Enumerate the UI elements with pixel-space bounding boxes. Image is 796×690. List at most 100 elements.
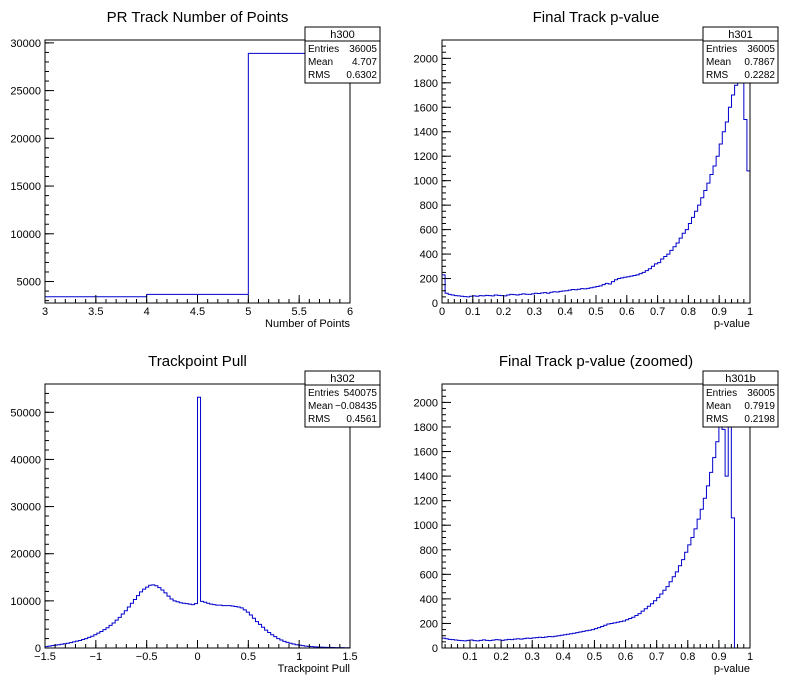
y-tick-label: 1400 [414, 127, 438, 139]
x-tick-label: −1 [90, 651, 103, 663]
stats-row-label: Entries [308, 44, 339, 55]
x-tick-label: 0.7 [649, 651, 664, 663]
y-tick-label: 600 [420, 225, 438, 237]
y-tick-label: 200 [420, 618, 438, 630]
stats-box: h302 Entries 540075 Mean −0.08435 RMS 0.4561 [304, 370, 381, 428]
x-tick-label: 0.3 [527, 306, 542, 318]
stats-row-value: 0.2282 [744, 70, 775, 81]
y-tick-label: 20000 [10, 133, 41, 145]
y-tick-label: 2000 [414, 53, 438, 65]
stats-row-value: 36005 [349, 44, 377, 55]
y-tick-label: 2000 [414, 397, 438, 409]
x-tick-label: 0.7 [650, 306, 665, 318]
x-tick-label: 0.1 [462, 651, 477, 663]
x-tick-label: 0.9 [712, 306, 727, 318]
stats-box-frame [702, 26, 779, 84]
stats-box-name: h302 [330, 373, 354, 385]
histogram-line [441, 76, 751, 303]
x-axis-title: Trackpoint Pull [278, 663, 350, 675]
x-tick-label: 0.2 [496, 306, 511, 318]
y-tick-label: 10000 [10, 596, 41, 608]
stats-row-label: RMS [308, 414, 331, 425]
histogram-panel-4: Final Track p-value (zoomed) 0.1 0.2 0.3 0.4… [414, 353, 779, 675]
histogram-line [44, 396, 351, 649]
stats-row-label: Entries [308, 388, 339, 399]
stats-row-label: Entries [706, 44, 737, 55]
stats-row-value: 540075 [344, 388, 378, 399]
y-tick-label: 1200 [414, 496, 438, 508]
y-tick-label: 10000 [10, 229, 41, 241]
x-tick-label: 5.5 [292, 306, 307, 318]
x-tick-label: 0.6 [619, 306, 634, 318]
stats-box: h301 Entries 36005 Mean 0.7867 RMS 0.2282 [702, 26, 779, 84]
histogram-panel-2: Final Track p-value 0 0.1 0.2 0.3 0.4 0.5 0.6 0.… [414, 9, 779, 330]
y-tick-label: 0 [432, 298, 438, 310]
chart-title: Trackpoint Pull [148, 353, 247, 370]
plot-frame [441, 383, 751, 649]
x-tick-label: 1.5 [342, 651, 357, 663]
x-tick-label: 1 [747, 306, 753, 318]
histogram-line [441, 426, 735, 648]
y-tick-label: 400 [420, 594, 438, 606]
x-tick-label: 0.5 [241, 651, 256, 663]
x-tick-label: 1 [296, 651, 302, 663]
plot-frame [44, 39, 351, 304]
x-tick-label: 0.5 [588, 306, 603, 318]
stats-row-value: −0.08435 [335, 401, 377, 412]
y-tick-label: 800 [420, 545, 438, 557]
y-tick-label: 1000 [414, 176, 438, 188]
stats-box-frame [702, 370, 779, 428]
x-axis-title: p-value [714, 318, 750, 330]
stats-row-label: Mean [308, 57, 333, 68]
y-tick-label: 1200 [414, 151, 438, 163]
stats-box: h301b Entries 36005 Mean 0.7919 RMS 0.2198 [702, 370, 779, 428]
y-tick-label: 600 [420, 569, 438, 581]
stats-box-name: h301 [728, 29, 752, 41]
histogram-line [44, 52, 351, 303]
stats-row-label: Mean [706, 401, 731, 412]
stats-row-value: 36005 [747, 388, 775, 399]
y-tick-label: 1800 [414, 78, 438, 90]
x-tick-label: 5 [245, 306, 251, 318]
y-tick-label: 1000 [414, 520, 438, 532]
stats-row-value: 4.707 [352, 57, 377, 68]
x-tick-label: −1.5 [34, 651, 56, 663]
stats-row-label: Mean [308, 401, 333, 412]
x-tick-label: 3.5 [88, 306, 103, 318]
x-tick-label: 1 [747, 651, 753, 663]
y-tick-label: 50000 [10, 407, 41, 419]
y-tick-label: 400 [420, 249, 438, 261]
x-axis-title: Number of Points [265, 318, 350, 330]
stats-row-value: 36005 [747, 44, 775, 55]
stats-row-label: RMS [308, 70, 331, 81]
stats-box-frame [304, 370, 381, 428]
y-tick-label: 1800 [414, 422, 438, 434]
y-tick-label: 30000 [10, 502, 41, 514]
y-tick-label: 20000 [10, 549, 41, 561]
chart-title: Final Track p-value (zoomed) [499, 353, 693, 370]
y-tick-label: 0 [35, 643, 41, 655]
x-tick-label: 0.6 [618, 651, 633, 663]
stats-row-label: Entries [706, 388, 737, 399]
x-tick-label: 4 [144, 306, 150, 318]
x-tick-label: −0.5 [136, 651, 158, 663]
x-tick-label: 0.2 [493, 651, 508, 663]
x-axis-title: p-value [714, 663, 750, 675]
x-tick-label: 0.4 [558, 306, 573, 318]
x-tick-label: 0.8 [681, 306, 696, 318]
x-tick-label: 0.9 [711, 651, 726, 663]
y-tick-label: 1600 [414, 447, 438, 459]
x-tick-label: 0.4 [556, 651, 571, 663]
stats-box: h300 Entries 36005 Mean 4.707 RMS 0.6302 [304, 26, 381, 84]
stats-box-frame [304, 26, 381, 84]
histogram-panel-3: Trackpoint Pull −1.5 −1 −0.5 0 0.5 1 1.5 0 10000 2… [10, 353, 381, 675]
y-tick-label: 5000 [17, 277, 41, 289]
stats-box-name: h301b [725, 373, 756, 385]
stats-row-label: RMS [706, 70, 729, 81]
x-tick-label: 0 [439, 306, 445, 318]
stats-row-value: 0.2198 [744, 414, 775, 425]
stats-row-value: 0.7919 [744, 401, 775, 412]
y-tick-label: 30000 [10, 38, 41, 50]
chart-title: PR Track Number of Points [107, 9, 289, 26]
stats-row-value: 0.7867 [744, 57, 775, 68]
